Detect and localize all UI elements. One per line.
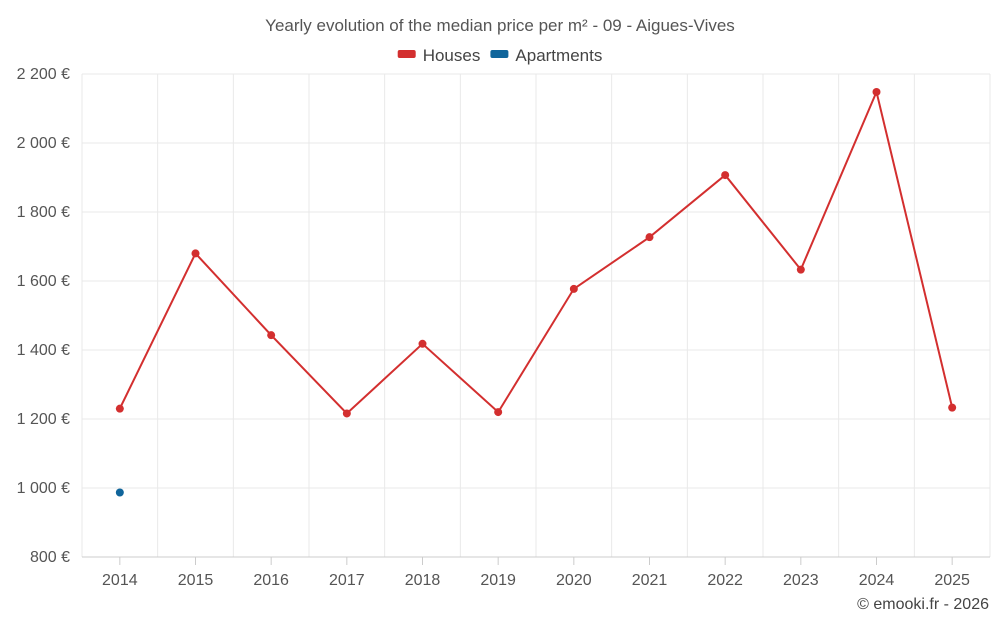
y-tick-label: 1 200 € bbox=[17, 411, 70, 428]
x-tick-label: 2017 bbox=[329, 572, 365, 589]
series-group bbox=[115, 87, 957, 497]
data-point-apartments[interactable] bbox=[115, 488, 124, 497]
series-line-houses bbox=[118, 88, 954, 415]
y-tick-label: 2 200 € bbox=[17, 66, 70, 83]
legend-label: Apartments bbox=[515, 46, 602, 65]
x-tick-label: 2021 bbox=[632, 572, 668, 589]
legend-swatch bbox=[490, 50, 509, 58]
x-axis: 2014 2015 2016 2017 2018 2019 2020 2021 2022 2023… bbox=[82, 556, 990, 589]
data-point-houses[interactable] bbox=[645, 233, 654, 242]
x-tick-label: 2022 bbox=[707, 572, 743, 589]
credit-text: © emooki.fr - 2026 bbox=[857, 596, 989, 613]
series-houses bbox=[115, 87, 957, 418]
x-tick-label: 2019 bbox=[480, 572, 516, 589]
y-tick-label: 1 400 € bbox=[17, 342, 70, 359]
y-tick-label: 1 600 € bbox=[17, 273, 70, 290]
y-tick-label: 1 000 € bbox=[17, 480, 70, 497]
legend-label: Houses bbox=[423, 46, 481, 65]
y-axis: 800 € 1 000 € 1 200 € 1 400 € 1 600 € 1 800 €… bbox=[17, 66, 70, 566]
data-point-houses[interactable] bbox=[721, 171, 730, 180]
data-point-houses[interactable] bbox=[115, 404, 124, 413]
data-point-houses[interactable] bbox=[872, 87, 881, 96]
data-point-houses[interactable] bbox=[342, 409, 351, 418]
data-point-houses[interactable] bbox=[267, 331, 276, 340]
chart-title: Yearly evolution of the median price per… bbox=[265, 16, 735, 35]
legend[interactable]: Houses Apartments bbox=[397, 46, 603, 65]
x-tick-label: 2024 bbox=[859, 572, 895, 589]
x-tick-label: 2016 bbox=[253, 572, 289, 589]
x-tick-label: 2020 bbox=[556, 572, 592, 589]
legend-swatch bbox=[397, 50, 416, 58]
x-tick-label: 2018 bbox=[405, 572, 441, 589]
data-point-houses[interactable] bbox=[569, 284, 578, 293]
x-tick-label: 2023 bbox=[783, 572, 819, 589]
legend-item-houses[interactable]: Houses bbox=[397, 46, 481, 65]
y-tick-label: 800 € bbox=[30, 549, 70, 566]
x-tick-label: 2015 bbox=[178, 572, 214, 589]
data-point-houses[interactable] bbox=[948, 403, 957, 412]
data-point-houses[interactable] bbox=[191, 249, 200, 258]
y-tick-label: 2 000 € bbox=[17, 135, 70, 152]
series-apartments bbox=[115, 488, 124, 497]
data-point-houses[interactable] bbox=[418, 339, 427, 348]
x-tick-label: 2025 bbox=[934, 572, 970, 589]
y-tick-label: 1 800 € bbox=[17, 204, 70, 221]
grid bbox=[81, 73, 991, 557]
data-point-houses[interactable] bbox=[796, 265, 805, 274]
legend-item-apartments[interactable]: Apartments bbox=[490, 46, 602, 65]
x-tick-label: 2014 bbox=[102, 572, 138, 589]
data-point-houses[interactable] bbox=[494, 408, 503, 417]
